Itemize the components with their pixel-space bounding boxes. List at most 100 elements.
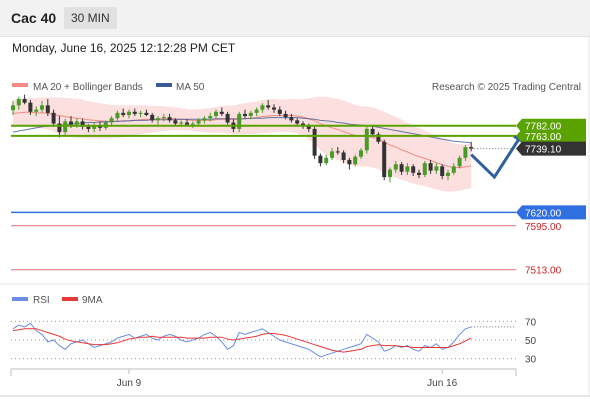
candle <box>376 132 381 144</box>
candle-body <box>150 114 155 121</box>
rsi-tick-label: 50 <box>525 336 537 347</box>
candle-body <box>451 166 456 173</box>
candle <box>34 106 39 117</box>
x-axis: Jun 9 Jun 16 <box>117 369 458 389</box>
candle <box>156 116 160 125</box>
candle-body <box>457 157 462 167</box>
candle <box>219 107 224 117</box>
candle-body <box>388 169 392 178</box>
candle-body <box>330 151 334 158</box>
ma20-legend-swatch <box>12 83 28 87</box>
candle <box>190 121 195 128</box>
candle <box>469 141 474 152</box>
candle-body <box>277 109 282 114</box>
candle-body <box>370 128 375 135</box>
candle-body <box>132 111 137 114</box>
candle <box>295 118 300 126</box>
candle <box>243 109 247 119</box>
rsi-plot-area[interactable]: 70 50 30 <box>11 317 537 366</box>
candle-body <box>28 102 33 112</box>
candle-body <box>74 121 79 125</box>
candle <box>173 118 178 126</box>
candle-body <box>11 105 15 111</box>
candle-body <box>34 109 39 112</box>
candle-body <box>399 164 404 172</box>
rsi-legend-swatch <box>12 297 28 301</box>
candle <box>318 153 323 167</box>
candle <box>434 163 439 174</box>
candle <box>347 157 352 170</box>
candle <box>266 100 271 110</box>
candle-body <box>167 117 172 121</box>
candle <box>121 108 126 118</box>
candle-body <box>214 111 218 117</box>
timeframe-button[interactable]: 30 MIN <box>64 7 117 29</box>
level-label-box <box>516 205 586 220</box>
rsi-tick-label: 70 <box>525 317 537 328</box>
candle-body <box>22 98 27 103</box>
candle-body <box>446 172 450 177</box>
candle-body <box>173 120 178 124</box>
candle <box>440 164 445 180</box>
candle <box>109 116 114 126</box>
candle-body <box>202 118 207 121</box>
candle <box>115 110 120 122</box>
candle-body <box>417 172 421 175</box>
candle <box>92 122 97 133</box>
candle <box>289 113 294 123</box>
candle <box>11 101 15 115</box>
candle-body <box>138 112 143 114</box>
candle-body <box>243 113 247 117</box>
candle <box>353 154 358 167</box>
last-price-box <box>516 141 586 156</box>
candle-body <box>364 128 369 151</box>
candle-body <box>98 125 102 128</box>
candle-body <box>80 121 85 127</box>
last-price-label: 7739.10 <box>525 145 562 156</box>
rsi-legend-label: RSI <box>33 295 50 306</box>
candle-body <box>393 164 398 170</box>
candle <box>45 98 50 117</box>
candle <box>463 144 468 162</box>
level-label: 7595.00 <box>525 222 562 233</box>
candle-body <box>335 151 340 153</box>
candle-body <box>115 112 120 119</box>
candle-body <box>422 163 427 175</box>
candle-body <box>144 112 149 115</box>
candle <box>51 109 56 127</box>
candle <box>202 116 207 124</box>
candle-body <box>109 118 114 123</box>
price-plot-area[interactable] <box>11 94 474 192</box>
candle-body <box>69 121 73 125</box>
candle <box>382 139 387 181</box>
ma50-legend-swatch <box>156 83 172 87</box>
candle <box>185 119 189 126</box>
candle <box>330 148 334 160</box>
candle <box>335 147 340 155</box>
rsi-ma9-line <box>12 328 472 353</box>
candle <box>28 100 33 115</box>
candle-body <box>434 166 439 171</box>
rsi-line <box>12 322 472 358</box>
candle-body <box>254 109 259 113</box>
candle <box>364 126 369 154</box>
candle <box>127 109 131 119</box>
level-label-box <box>516 118 586 133</box>
candle <box>283 110 288 120</box>
candle-body <box>190 123 195 125</box>
candle-body <box>260 105 265 110</box>
chart-datetime: Monday, June 16, 2025 12:12:28 PM CET <box>12 41 236 55</box>
candle <box>312 126 317 159</box>
candle-body <box>185 122 189 125</box>
candle <box>144 109 149 117</box>
candle <box>399 162 404 175</box>
candle-body <box>219 111 224 114</box>
candle-body <box>405 166 410 172</box>
candle-body <box>295 120 300 124</box>
bollinger-band <box>13 96 472 192</box>
candle <box>208 112 213 122</box>
candle <box>428 159 433 174</box>
candle <box>214 109 218 119</box>
